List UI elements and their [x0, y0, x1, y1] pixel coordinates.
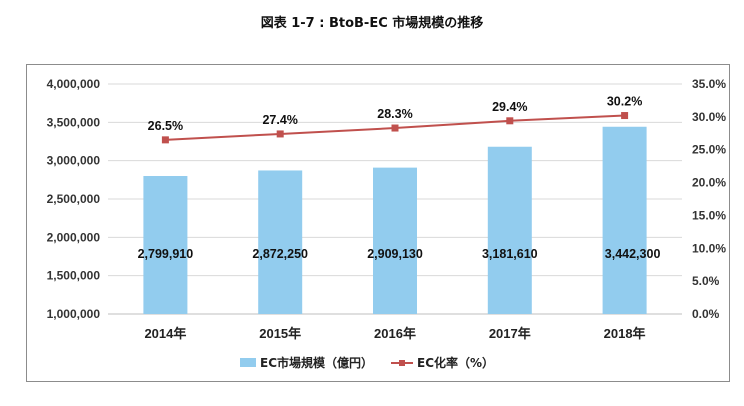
category-label: 2014年 [144, 326, 186, 341]
right-axis-tick: 0.0% [692, 307, 720, 321]
ec-rate-label: 27.4% [262, 113, 297, 127]
figure-title: 図表 1-7 : BtoB-EC 市場規模の推移 [260, 16, 484, 31]
bar-data-label: 3,442,300 [605, 247, 661, 261]
left-axis-tick: 3,000,000 [47, 154, 101, 168]
right-axis-tick: 35.0% [692, 77, 726, 91]
category-label: 2016年 [374, 326, 416, 341]
bar-data-label: 2,909,130 [367, 247, 423, 261]
right-axis-tick: 25.0% [692, 143, 726, 157]
ec-rate-marker [276, 130, 284, 138]
left-axis-tick: 4,000,000 [47, 77, 101, 91]
category-label: 2015年 [259, 326, 301, 341]
left-axis-tick: 2,500,000 [47, 192, 101, 206]
left-axis-tick: 2,000,000 [47, 230, 101, 244]
right-axis-tick: 15.0% [692, 208, 726, 222]
bar [602, 126, 647, 315]
bar-data-label: 2,799,910 [138, 247, 194, 261]
ec-rate-marker [506, 117, 514, 125]
chart-legend: EC市場規模（億円） EC化率（%） [240, 354, 512, 371]
ec-rate-label: 30.2% [607, 95, 642, 109]
category-label: 2018年 [604, 326, 646, 341]
legend-bar-swatch [240, 358, 256, 367]
ec-rate-label: 26.5% [148, 119, 183, 133]
bar [143, 176, 188, 314]
legend-line-swatch [391, 358, 414, 368]
ec-rate-marker [161, 136, 169, 144]
bar-data-label: 2,872,250 [252, 247, 308, 261]
legend-item-bar: EC市場規模（億円） [240, 354, 373, 371]
bar [258, 170, 303, 314]
ec-rate-label: 28.3% [377, 107, 412, 121]
right-axis-tick: 5.0% [692, 274, 720, 288]
ec-rate-marker [621, 112, 629, 120]
left-axis-tick: 3,500,000 [47, 115, 101, 129]
right-axis-tick: 30.0% [692, 110, 726, 124]
legend-line-label: EC化率（%） [417, 356, 495, 370]
left-axis-tick: 1,000,000 [47, 307, 101, 321]
bar-data-label: 3,181,610 [482, 247, 538, 261]
bar [373, 167, 417, 314]
ec-rate-label: 29.4% [492, 100, 527, 114]
right-axis-tick: 10.0% [692, 241, 726, 255]
bar [487, 146, 532, 314]
legend-item-line: EC化率（%） [391, 354, 494, 371]
legend-bar-label: EC市場規模（億円） [260, 356, 374, 370]
right-axis-tick: 20.0% [692, 176, 726, 190]
left-axis-tick: 1,500,000 [47, 269, 101, 283]
ec-rate-marker [391, 124, 399, 132]
category-label: 2017年 [489, 326, 531, 341]
